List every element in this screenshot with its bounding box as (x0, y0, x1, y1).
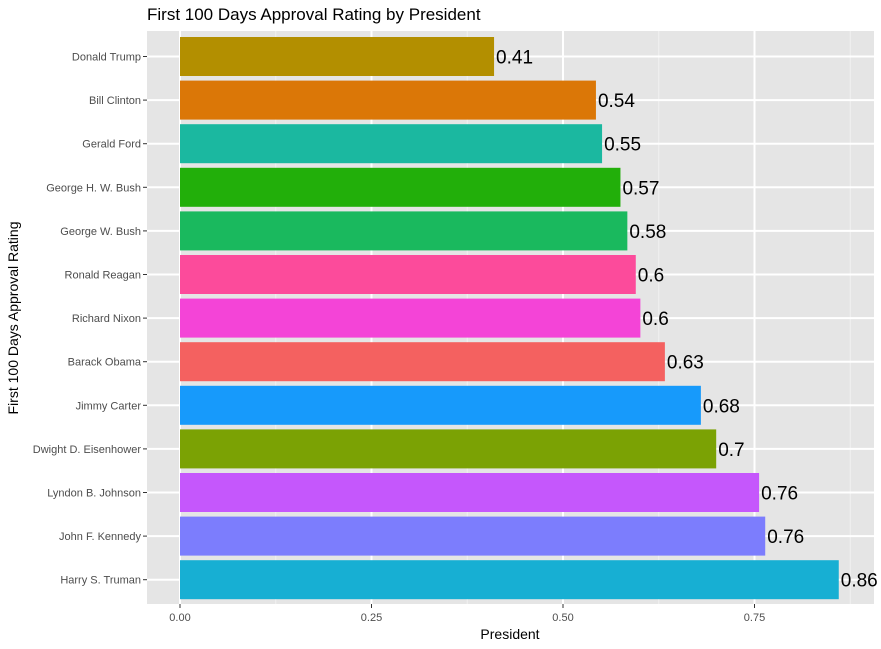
y-tick-label: Jimmy Carter (76, 400, 142, 412)
bar (180, 298, 641, 338)
bar (180, 37, 495, 76)
y-tick-label: John F. Kennedy (59, 531, 141, 543)
bar-value-label: 0.54 (598, 91, 635, 112)
bar (180, 560, 839, 600)
y-tick-label: George W. Bush (60, 226, 141, 238)
x-tick-label: 0.25 (361, 612, 382, 624)
bar-value-label: 0.7 (718, 440, 744, 461)
bar-value-label: 0.86 (841, 571, 878, 592)
bar-value-label: 0.6 (642, 309, 668, 330)
bar (180, 516, 766, 556)
bar-value-label: 0.57 (622, 178, 659, 199)
bar-value-label: 0.58 (629, 222, 666, 243)
bars-group: 0.41 0.54 0.55 0.57 0.58 0.6 0.6 0.63 0.68 0.7 0.7… (180, 37, 878, 600)
y-tick-label: Barack Obama (68, 357, 142, 369)
bar (180, 342, 665, 382)
bar-value-label: 0.41 (496, 48, 533, 69)
bar (180, 255, 636, 294)
x-axis-title: President (480, 626, 539, 642)
bar-value-label: 0.55 (604, 135, 641, 156)
bar (180, 473, 760, 512)
bar (180, 80, 596, 120)
bar (180, 385, 701, 425)
y-tick-label: George H. W. Bush (46, 182, 141, 194)
bar (180, 167, 621, 207)
chart-title: First 100 Days Approval Rating by Presid… (147, 5, 481, 24)
y-tick-label: Richard Nixon (72, 313, 141, 325)
x-tick-label: 0.75 (744, 612, 765, 624)
y-tick-label: Bill Clinton (89, 95, 141, 107)
bar-value-label: 0.6 (638, 266, 664, 287)
bar-value-label: 0.76 (761, 484, 798, 505)
y-tick-label: Harry S. Truman (60, 575, 141, 587)
bar (180, 429, 717, 469)
x-tick-label: 0.50 (552, 612, 573, 624)
y-tick-label: Donald Trump (72, 52, 141, 64)
y-tick-label: Ronald Reagan (65, 270, 141, 282)
x-ticks: 0.00 0.25 0.50 0.75 (169, 604, 765, 624)
y-axis-title: First 100 Days Approval Rating (5, 222, 21, 415)
bar-value-label: 0.63 (667, 353, 704, 374)
y-tick-label: Gerald Ford (82, 139, 141, 151)
bar (180, 124, 603, 164)
x-tick-label: 0.00 (169, 612, 190, 624)
bar-value-label: 0.68 (703, 396, 740, 417)
y-tick-label: Dwight D. Eisenhower (33, 444, 142, 456)
y-tick-labels: Donald Trump Bill Clinton Gerald Ford Georg… (33, 52, 147, 587)
bar-value-label: 0.76 (767, 527, 804, 548)
bar (180, 211, 628, 251)
y-tick-label: Lyndon B. Johnson (47, 488, 141, 500)
